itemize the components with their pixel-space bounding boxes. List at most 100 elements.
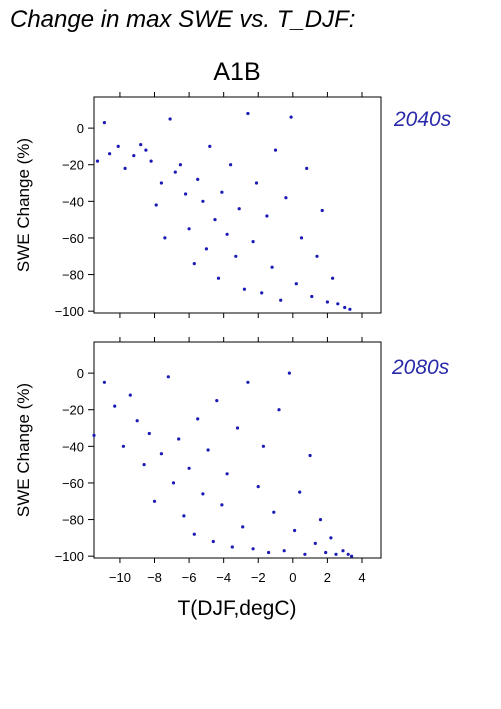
data-point-2080s-12 [177, 437, 181, 441]
data-point-2040s-19 [201, 199, 205, 203]
data-point-2040s-12 [168, 117, 172, 121]
x-tick-label-2080s-2: −6 [182, 570, 197, 585]
data-point-2080s-42 [329, 536, 333, 540]
y-axis-label-2040s: SWE Change (%) [14, 138, 33, 272]
y-tick-label-2040s-2: −40 [62, 194, 84, 209]
y-tick-label-2080s-0: 0 [77, 366, 84, 381]
data-point-2080s-2 [113, 404, 117, 408]
data-point-2040s-33 [260, 291, 264, 295]
data-point-2080s-19 [211, 539, 215, 544]
scatter-points-2080s [92, 371, 354, 558]
data-point-2080s-46 [350, 554, 354, 558]
data-point-2040s-24 [220, 190, 224, 194]
data-point-2040s-9 [154, 203, 158, 207]
data-point-2080s-45 [346, 552, 350, 556]
data-point-2080s-18 [206, 448, 210, 452]
plot-frame-2040s [93, 96, 382, 314]
data-point-2080s-22 [225, 472, 229, 476]
data-point-2080s-37 [303, 552, 307, 556]
data-point-2080s-44 [341, 549, 345, 553]
data-point-2040s-49 [343, 305, 347, 310]
data-point-2040s-41 [299, 236, 304, 240]
data-point-2080s-30 [267, 550, 271, 555]
x-axis-2040s [119, 92, 363, 318]
data-point-2040s-4 [123, 166, 127, 170]
panel-2040s: 0 −20 −40 −60 −80 −100 SWE Change (%) 2040s [14, 92, 452, 319]
data-point-2080s-36 [298, 490, 302, 494]
data-point-2080s-4 [128, 393, 132, 397]
data-point-2040s-35 [270, 265, 274, 269]
data-point-2080s-34 [287, 371, 291, 375]
data-point-2080s-9 [159, 452, 163, 456]
data-point-2040s-42 [305, 166, 309, 170]
data-point-2040s-17 [192, 262, 196, 266]
data-point-2080s-13 [182, 514, 186, 518]
data-point-2040s-27 [234, 254, 238, 258]
data-point-2040s-3 [116, 144, 120, 148]
data-point-2040s-10 [159, 181, 163, 185]
data-point-2040s-2 [108, 152, 112, 156]
period-label-2080s: 2080s [391, 356, 450, 379]
y-tick-label-2080s-1: −20 [62, 403, 84, 418]
data-point-2080s-31 [272, 510, 276, 514]
data-point-2080s-3 [121, 444, 125, 448]
data-point-2080s-5 [135, 419, 139, 423]
plot-frame-2080s [93, 341, 382, 559]
data-point-2040s-38 [284, 196, 288, 200]
data-point-2040s-16 [187, 227, 191, 231]
y-tick-label-2080s-3: −60 [62, 476, 84, 491]
data-point-2040s-22 [213, 218, 217, 222]
scenario-label: A1B [213, 58, 260, 86]
x-tick-label-2080s-4: −2 [251, 570, 266, 585]
data-point-2080s-23 [230, 545, 234, 549]
data-point-2080s-0 [92, 433, 96, 437]
y-axis-2040s: 0 −20 −40 −60 −80 −100 [55, 121, 94, 319]
data-point-2080s-25 [241, 525, 245, 529]
period-label-2040s: 2040s [393, 108, 452, 131]
figure-title: Change in max SWE vs. T_DJF: [10, 6, 355, 33]
data-point-2040s-31 [251, 240, 255, 244]
data-point-2040s-50 [348, 307, 352, 311]
data-point-2040s-1 [102, 121, 106, 125]
x-axis-label: T(DJF,degC) [177, 597, 296, 620]
data-point-2080s-43 [334, 552, 338, 556]
y-tick-label-2040s-4: −80 [62, 268, 84, 283]
data-point-2080s-15 [192, 532, 196, 536]
data-point-2040s-21 [208, 144, 212, 148]
scatter-points-2040s [95, 111, 352, 311]
x-tick-label-2080s-1: −8 [147, 570, 162, 585]
x-tick-label-2080s-5: 0 [289, 570, 296, 585]
data-point-2080s-11 [171, 481, 176, 485]
data-point-2040s-14 [178, 163, 182, 167]
data-point-2040s-44 [315, 254, 319, 258]
data-point-2040s-13 [173, 170, 177, 174]
data-point-2040s-36 [273, 148, 278, 152]
data-point-2080s-41 [324, 550, 328, 555]
y-tick-label-2080s-5: −100 [55, 549, 84, 564]
data-point-2080s-17 [201, 492, 205, 496]
data-point-2080s-7 [147, 431, 151, 436]
data-point-2080s-1 [102, 380, 106, 384]
data-point-2040s-40 [294, 282, 298, 286]
data-point-2080s-20 [215, 399, 219, 403]
data-point-2080s-27 [251, 547, 255, 551]
data-point-2040s-47 [331, 276, 335, 280]
data-point-2040s-26 [229, 163, 233, 167]
data-point-2080s-39 [313, 541, 317, 546]
data-point-2040s-0 [95, 159, 100, 163]
y-tick-label-2080s-2: −40 [62, 439, 84, 454]
data-point-2080s-8 [152, 499, 157, 503]
data-point-2040s-48 [336, 302, 340, 306]
data-point-2080s-16 [196, 417, 200, 421]
data-point-2080s-40 [318, 518, 323, 522]
data-point-2040s-28 [237, 207, 241, 211]
data-point-2040s-6 [139, 143, 143, 147]
x-tick-label-2080s-3: −4 [216, 570, 231, 585]
data-point-2040s-25 [225, 232, 229, 236]
y-tick-label-2080s-4: −80 [62, 513, 84, 528]
y-tick-label-2040s-0: 0 [77, 121, 84, 136]
x-axis-2080s: −10 −8 −6 −4 −2 0 2 4 [109, 337, 366, 585]
data-point-2040s-11 [163, 236, 167, 240]
y-tick-label-2040s-5: −100 [55, 304, 84, 319]
data-point-2040s-34 [265, 214, 269, 218]
